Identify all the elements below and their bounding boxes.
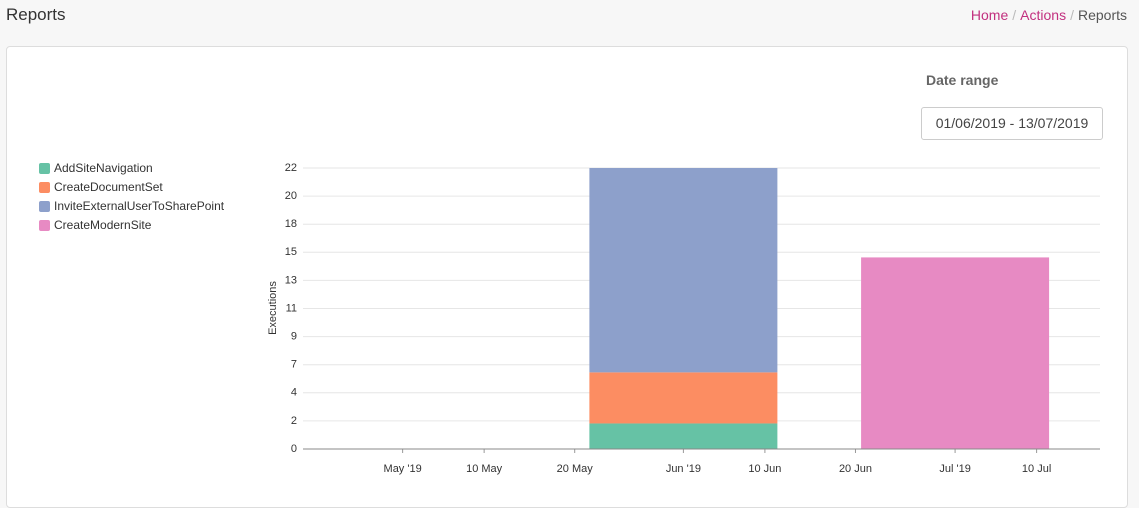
legend-swatch [39, 201, 50, 212]
y-tick-label: 7 [291, 359, 297, 371]
y-axis-label: Executions [267, 281, 279, 335]
y-tick-label: 22 [285, 162, 297, 174]
legend: AddSiteNavigation CreateDocumentSet Invite… [39, 161, 225, 232]
legend-swatch [39, 182, 50, 193]
legend-label: CreateDocumentSet [54, 180, 163, 194]
date-range-label: Date range [926, 72, 999, 88]
y-tick-label: 4 [291, 387, 297, 399]
date-range-input[interactable]: 01/06/2019 - 13/07/2019 [921, 107, 1103, 140]
legend-swatch [39, 163, 50, 174]
x-tick-label: 10 May [466, 463, 503, 475]
breadcrumb-link[interactable]: Home [970, 7, 1009, 23]
page-title: Reports [6, 5, 66, 24]
y-tick-label: 20 [285, 190, 297, 202]
y-tick-label: 0 [291, 443, 297, 455]
y-tick-label: 13 [285, 274, 297, 286]
x-tick-label: Jun '19 [666, 463, 701, 475]
x-tick-label: 10 Jun [748, 463, 781, 475]
bar-segment [589, 372, 778, 424]
x-tick-label: May '19 [384, 463, 422, 475]
legend-label: InviteExternalUserToSharePoint [54, 199, 225, 213]
chart: AddSiteNavigation CreateDocumentSet Invite… [39, 161, 1100, 475]
bar-segment [861, 257, 1050, 449]
legend-label: AddSiteNavigation [54, 161, 153, 175]
bar-segment [589, 423, 778, 449]
legend-swatch [39, 220, 50, 231]
legend-label: CreateModernSite [54, 218, 152, 232]
y-tick-label: 18 [285, 218, 297, 230]
x-tick-label: Jul '19 [939, 463, 970, 475]
breadcrumb-current: Reports [1066, 7, 1127, 23]
bar-segment [589, 168, 778, 373]
y-tick-label: 15 [285, 246, 297, 258]
y-tick-label: 11 [286, 302, 297, 314]
x-tick-label: 20 May [557, 463, 594, 475]
page: {"header": {"title": "Reports", "breadcr… [6, 5, 1128, 508]
x-tick-label: 20 Jun [839, 463, 872, 475]
breadcrumb-link[interactable]: Actions [1008, 7, 1066, 23]
y-tick-label: 9 [291, 331, 297, 343]
x-tick-label: 10 Jul [1022, 463, 1051, 475]
y-tick-label: 2 [291, 415, 297, 427]
breadcrumb: HomeActionsReports [971, 7, 1127, 23]
